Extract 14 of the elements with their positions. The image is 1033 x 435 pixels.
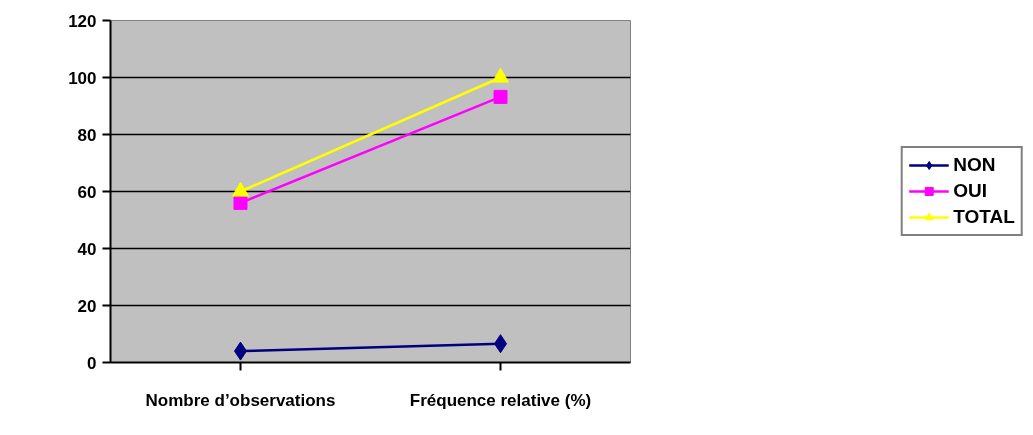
y-tick-label: 100 bbox=[68, 68, 97, 88]
y-tick-label: 0 bbox=[87, 353, 97, 373]
point bbox=[233, 195, 248, 210]
y-tick-label: 20 bbox=[77, 296, 97, 316]
x-tick-label: Nombre d’observations bbox=[145, 390, 336, 410]
legend-label: TOTAL bbox=[953, 206, 1015, 228]
x-tick-label: Fréquence relative (%) bbox=[409, 390, 592, 410]
y-tick-label: 60 bbox=[77, 182, 97, 202]
y-tick-label: 80 bbox=[77, 125, 97, 145]
legend-label: NON bbox=[953, 154, 996, 176]
legend-label: OUI bbox=[953, 180, 987, 202]
point bbox=[493, 89, 508, 104]
y-tick-label: 40 bbox=[77, 239, 97, 259]
y-tick-label: 120 bbox=[68, 11, 97, 31]
